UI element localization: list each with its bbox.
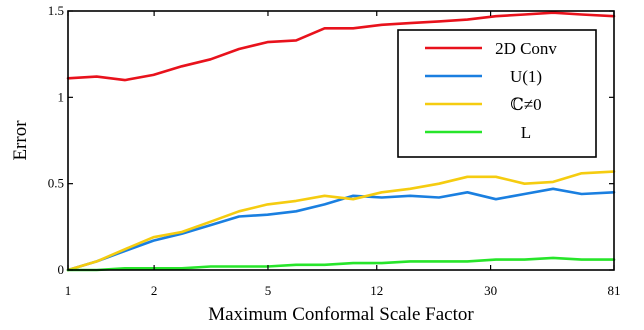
x-tick-label: 81 [608, 283, 621, 298]
series-line-0 [66, 11, 616, 82]
y-tick-label: 0 [58, 262, 65, 277]
x-axis-title: Maximum Conformal Scale Factor [208, 304, 474, 325]
x-tick-label: 1 [65, 283, 72, 298]
x-tick-label: 2 [151, 283, 158, 298]
legend: 2D Conv U(1) ℂ≠0 L [397, 29, 597, 158]
legend-label-3: L [521, 123, 531, 142]
plot-frame [67, 10, 615, 271]
series-line-1 [66, 187, 616, 272]
x-tick-label: 12 [370, 283, 383, 298]
legend-box [397, 29, 597, 158]
x-tick-label: 30 [484, 283, 497, 298]
series-line-3 [66, 256, 616, 272]
x-tick-label: 5 [265, 283, 272, 298]
series-layer [66, 11, 616, 272]
y-tick-label: 0.5 [48, 176, 64, 191]
series-line-2 [66, 170, 616, 272]
legend-label-1: U(1) [510, 67, 542, 86]
y-tick-label: 1 [58, 89, 65, 104]
y-tick-label: 1.5 [48, 3, 64, 18]
y-axis-title: Error [10, 120, 31, 161]
legend-label-2: ℂ≠0 [510, 95, 541, 114]
legend-label-0: 2D Conv [495, 39, 557, 58]
